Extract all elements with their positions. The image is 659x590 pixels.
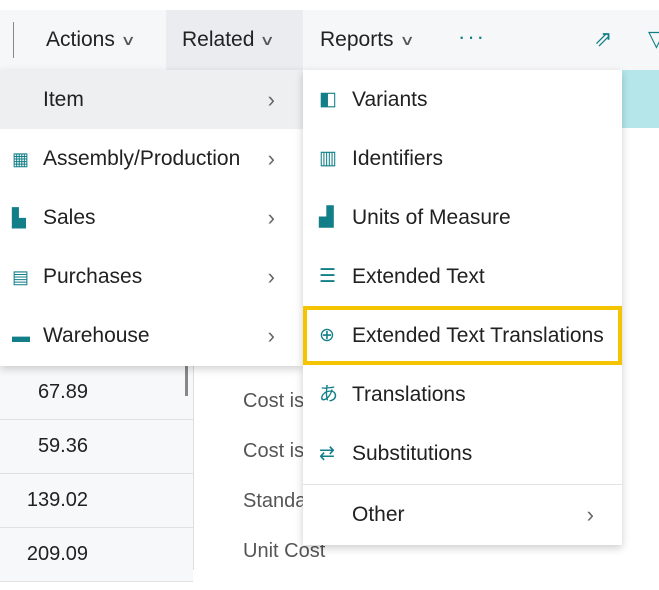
divider — [303, 484, 622, 485]
text-icon: ☰ — [319, 266, 337, 287]
divider — [13, 22, 14, 58]
menu-item-label: Extended Text — [352, 264, 485, 288]
lines-table: 67.89 59.36 139.02 209.09 — [0, 366, 193, 582]
menu-item-label: Variants — [352, 87, 428, 111]
menu-item-label: Extended Text Translations — [352, 323, 604, 347]
sales-icon: ▙ — [12, 208, 26, 228]
menu-item-assembly-production[interactable]: ▦ Assembly/Production › — [0, 129, 303, 188]
menu-item-translations[interactable]: あ Translations — [303, 365, 622, 424]
purchases-icon: ▤ — [12, 267, 30, 287]
menu-item-extended-text[interactable]: ☰ Extended Text — [303, 247, 622, 306]
menu-item-substitutions[interactable]: ⇄ Substitutions — [303, 424, 622, 483]
divider — [193, 366, 194, 570]
menu-item-identifiers[interactable]: ▥ Identifiers — [303, 129, 622, 188]
table-row[interactable]: 209.09 — [0, 528, 193, 582]
related-menu: Item › ▦ Assembly/Production › ▙ Sales › ▤ Pur… — [0, 70, 303, 366]
menu-item-label: Translations — [352, 382, 466, 406]
menu-item-variants[interactable]: ◧ Variants — [303, 70, 622, 129]
action-bar: Actions ∨ Related ∨ Reports ∨ ··· ⇗ ▽ — [0, 10, 659, 70]
variants-icon: ◧ — [319, 89, 337, 110]
chevron-right-icon: › — [267, 86, 275, 112]
menu-item-warehouse[interactable]: ▬ Warehouse › — [0, 306, 303, 365]
menu-item-other[interactable]: Other › — [303, 485, 622, 544]
more-options-button[interactable]: ··· — [458, 24, 486, 49]
table-row[interactable]: 59.36 — [0, 420, 193, 474]
field-label: Cost is — [243, 390, 305, 412]
chevron-right-icon: › — [586, 501, 594, 527]
menu-item-label: Assembly/Production — [43, 146, 241, 170]
menu-item-label: Sales — [43, 205, 96, 229]
menu-item-label: Purchases — [43, 264, 143, 288]
menu-item-label: Units of Measure — [352, 205, 511, 229]
reports-label: Reports — [320, 28, 394, 51]
actions-button[interactable]: Actions ∨ — [30, 10, 149, 70]
top-strip — [0, 0, 659, 10]
table-row[interactable]: 139.02 — [0, 474, 193, 528]
field-label: Standa — [243, 490, 307, 512]
menu-item-label: Warehouse — [43, 323, 150, 347]
assembly-icon: ▦ — [12, 149, 30, 169]
item-submenu: ◧ Variants ▥ Identifiers ▟ Units of Measure… — [303, 70, 622, 545]
chevron-down-icon: ∨ — [120, 31, 136, 48]
menu-item-sales[interactable]: ▙ Sales › — [0, 188, 303, 247]
details-panel: Cost is Cost is Standa Unit Cost — [243, 390, 325, 590]
related-label: Related — [182, 28, 255, 51]
share-icon[interactable]: ⇗ — [594, 26, 613, 51]
text-translation-icon: ⊕ — [319, 325, 335, 346]
related-button[interactable]: Related ∨ — [166, 10, 303, 70]
chevron-right-icon: › — [267, 204, 275, 230]
chevron-right-icon: › — [267, 145, 275, 171]
menu-item-units-of-measure[interactable]: ▟ Units of Measure — [303, 188, 622, 247]
units-icon: ▟ — [319, 207, 334, 228]
menu-item-label: Identifiers — [352, 146, 444, 170]
chevron-down-icon: ∨ — [398, 31, 415, 48]
scrollbar[interactable] — [185, 366, 188, 396]
chevron-down-icon: ∨ — [259, 31, 276, 48]
barcode-icon: ▥ — [319, 148, 337, 169]
menu-item-purchases[interactable]: ▤ Purchases › — [0, 247, 303, 306]
menu-item-label: Item — [43, 87, 84, 111]
substitution-icon: ⇄ — [319, 443, 335, 464]
menu-item-label: Substitutions — [352, 441, 473, 465]
menu-item-label: Other — [352, 502, 405, 526]
translation-icon: あ — [319, 384, 339, 405]
field-label: Cost is — [243, 440, 305, 462]
field-label: Unit Cost — [243, 540, 326, 562]
filter-icon[interactable]: ▽ — [648, 26, 659, 51]
reports-button[interactable]: Reports ∨ — [304, 10, 428, 70]
chevron-right-icon: › — [267, 263, 275, 289]
warehouse-icon: ▬ — [12, 326, 30, 346]
menu-item-item[interactable]: Item › — [0, 70, 303, 129]
chevron-right-icon: › — [267, 322, 275, 348]
table-row[interactable]: 67.89 — [0, 366, 193, 420]
actions-label: Actions — [46, 28, 115, 51]
menu-item-extended-text-translations[interactable]: ⊕ Extended Text Translations — [303, 306, 622, 365]
